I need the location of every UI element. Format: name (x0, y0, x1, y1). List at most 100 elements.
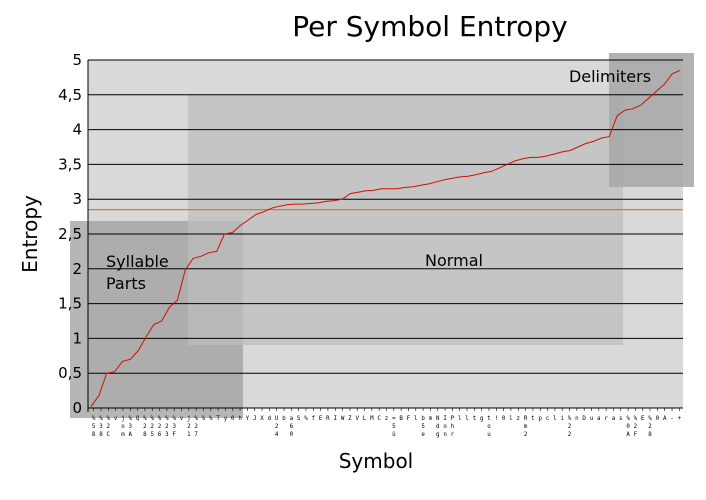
x-tick-label: E (641, 416, 645, 422)
x-tick-label: L (363, 416, 367, 422)
x-tick-label: n (575, 416, 579, 422)
x-tick-label-row3: 8 (92, 432, 96, 438)
x-tick-label: l (553, 416, 557, 422)
x-tick-label-row3: 8 (648, 432, 652, 438)
x-tick-label-row2: 0 (626, 424, 630, 430)
x-tick-label: b (421, 416, 425, 422)
x-tick-label: F (407, 416, 411, 422)
x-tick-label-row2: 5 (421, 424, 425, 430)
x-tick-label: % (143, 416, 147, 422)
x-tick-label-row2: 2 (634, 424, 638, 430)
x-tick-label-row3: 0 (290, 432, 294, 438)
x-tick-label-row2: 5 (392, 424, 396, 430)
x-tick-label-row3: 1 (187, 432, 191, 438)
x-tick-label-row3: n (443, 432, 447, 438)
x-tick-label: S (297, 416, 301, 422)
x-tick-label: 0 (502, 416, 506, 422)
x-tick-label: N (436, 416, 440, 422)
region-label-delimiters: Delimiters (569, 67, 651, 86)
x-tick-label-row2: 2 (158, 424, 162, 430)
y-tick-label: 0 (72, 399, 82, 417)
x-tick-label: c (546, 416, 550, 422)
x-tick-label: % (107, 416, 111, 422)
x-tick-label: % (92, 416, 96, 422)
x-tick-label: C (377, 416, 381, 422)
x-tick-label-row3: 4 (275, 432, 279, 438)
x-tick-label: % (202, 416, 206, 422)
x-tick-label-row2: 3 (99, 424, 103, 430)
x-tick-label: y (224, 416, 228, 422)
x-tick-label: a (597, 416, 601, 422)
x-tick-label-row3: 7 (194, 432, 198, 438)
x-tick-label-row3: 6 (158, 432, 162, 438)
x-tick-label: % (158, 416, 162, 422)
x-tick-label: 0 (656, 416, 660, 422)
y-tick-label: 1,5 (58, 295, 82, 313)
x-tick-label: P (451, 416, 455, 422)
x-tick-label-row2: 3 (172, 424, 176, 430)
x-tick-label: B (399, 416, 403, 422)
x-tick-label: M (370, 416, 374, 422)
x-tick-label: t (487, 416, 491, 422)
x-tick-label-row2: 2 (648, 424, 652, 430)
y-tick-label: 3 (72, 190, 82, 208)
x-tick-label: t (531, 416, 535, 422)
x-tick-label-row2: 2 (568, 424, 572, 430)
x-tick-label: % (172, 416, 176, 422)
x-tick-label-row2: 2 (275, 424, 279, 430)
x-tick-label-row3: A (626, 432, 630, 438)
x-tick-label: T (216, 416, 220, 422)
x-tick-label: Z (348, 416, 352, 422)
x-tick-label: X (260, 416, 264, 422)
y-tick-label: 5 (72, 51, 82, 69)
x-tick-label: R (524, 416, 528, 422)
x-tick-label: l (458, 416, 462, 422)
y-tick-label: 1 (72, 329, 82, 347)
region-normal (188, 95, 623, 345)
x-tick-label: W (341, 416, 345, 422)
x-tick-label-row3: A (129, 432, 133, 438)
x-tick-label: d (268, 416, 272, 422)
x-tick-label-row3: 5 (150, 432, 154, 438)
x-tick-label: p (538, 416, 542, 422)
x-tick-label: U (275, 416, 279, 422)
x-tick-label-row3: 8 (99, 432, 103, 438)
x-tick-label: I (443, 416, 447, 422)
region-label-syllable-parts: Parts (106, 274, 146, 293)
x-tick-label: % (129, 416, 133, 422)
y-tick-label: 2 (72, 260, 82, 278)
x-tick-label: J (253, 416, 257, 422)
y-tick-label: 2,5 (58, 225, 82, 243)
x-tick-label: % (165, 416, 169, 422)
x-tick-label: i (560, 416, 564, 422)
x-tick-label-row2: o (443, 424, 447, 430)
x-tick-label-row2: 2 (194, 424, 198, 430)
x-tick-label: % (304, 416, 308, 422)
region-label-normal: Normal (425, 251, 483, 270)
x-tick-label: D (582, 416, 586, 422)
x-tick-label: I (334, 416, 338, 422)
x-tick-label: t (473, 416, 477, 422)
region-label-syllable-parts: Syllable (106, 252, 169, 271)
x-tick-label-row3: F (172, 432, 176, 438)
x-tick-label: m (429, 416, 433, 422)
x-tick-label-row3: r (451, 432, 455, 438)
x-tick-label: 0 (231, 416, 235, 422)
x-tick-label: V (355, 416, 359, 422)
x-tick-label-row2: o (121, 424, 125, 430)
x-tick-label-row2: d (436, 424, 440, 430)
x-tick-label: h (238, 416, 242, 422)
x-tick-label: A (663, 416, 667, 422)
x-tick-label: % (99, 416, 103, 422)
chart-title: Per Symbol Entropy (292, 10, 568, 43)
x-tick-label: % (626, 416, 630, 422)
x-tick-label-row3: g (436, 432, 440, 438)
x-tick-label-row2: 2 (107, 424, 111, 430)
x-tick-label-row3: u (487, 432, 491, 438)
x-tick-label-row2: 3 (129, 424, 133, 430)
x-axis-label: Symbol (339, 449, 414, 473)
y-tick-label: 3,5 (58, 155, 82, 173)
x-tick-label: % (194, 416, 198, 422)
x-tick-label: % (150, 416, 154, 422)
x-tick-label-row3: m (121, 432, 125, 438)
